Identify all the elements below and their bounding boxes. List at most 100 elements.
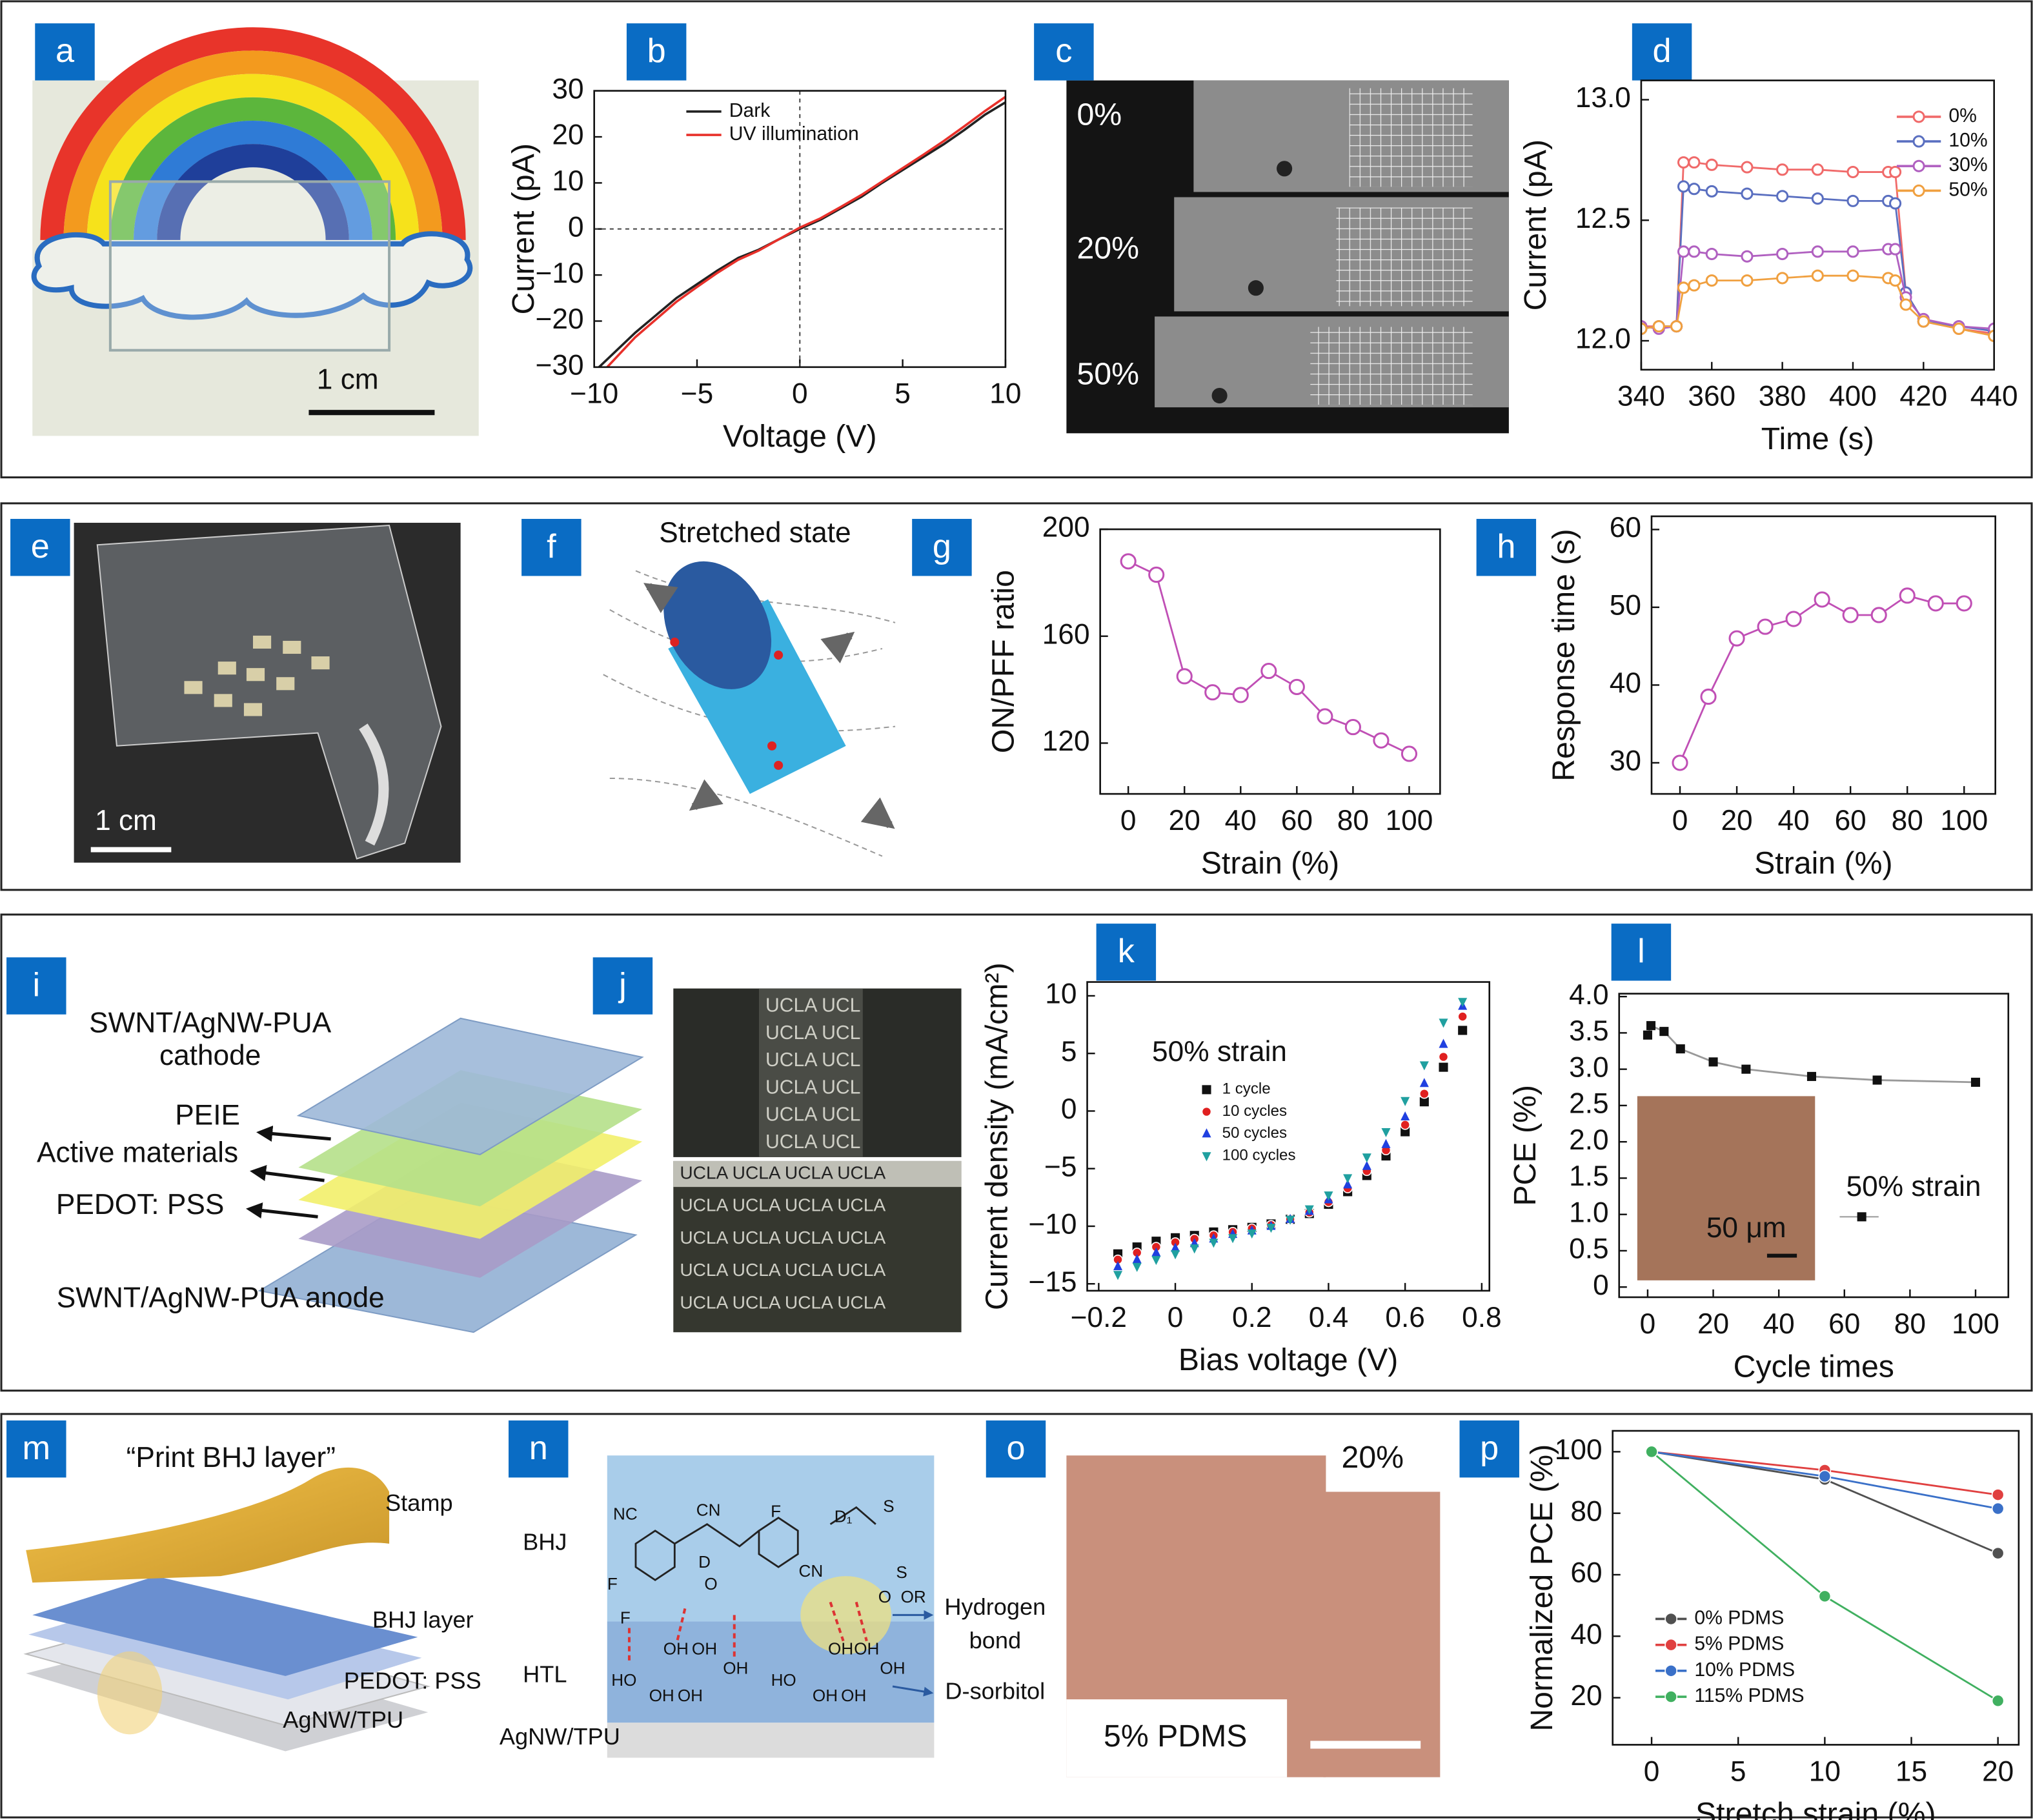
panel-label-box: [986, 1420, 1046, 1478]
photo-text: UCLA UCLA UCLA UCLA: [680, 1228, 885, 1248]
marker: [1202, 1085, 1211, 1095]
plot-frame: [593, 90, 1007, 369]
marker: [1814, 591, 1830, 608]
y-tick-label: 50: [1610, 590, 1641, 622]
x-tick-label: 100: [1386, 805, 1433, 836]
marker: [1120, 553, 1137, 570]
marker: [1288, 678, 1305, 695]
callout: D-sorbitol: [945, 1678, 1045, 1704]
marker: [1439, 1038, 1448, 1048]
scale-bar-label: 50 μm: [1706, 1212, 1786, 1244]
marker: [1811, 192, 1824, 205]
marker: [1818, 1470, 1832, 1483]
marker: [1785, 611, 1802, 627]
photo-text: UCLA UCLA UCLA UCLA: [680, 1292, 885, 1312]
marker: [1643, 1030, 1652, 1040]
x-tick-label: 20: [1721, 805, 1752, 836]
marker: [1151, 1256, 1161, 1266]
panel-label: j: [618, 966, 627, 1004]
layer-label: BHJ layer: [372, 1606, 474, 1633]
schematic-title: “Print BHJ layer”: [126, 1442, 336, 1473]
series-line: [1679, 594, 1965, 763]
legend-label: 1 cycle: [1222, 1080, 1271, 1098]
y-tick-label: −30: [536, 350, 584, 381]
plot-frame: [1612, 1430, 2020, 1746]
y-axis-label: PCE (%): [1508, 1085, 1542, 1206]
marker: [1818, 1590, 1832, 1603]
x-axis-label: Stretch strain (%): [1695, 1797, 1936, 1820]
marker: [1889, 243, 1902, 256]
y-axis-label: Current (pA): [506, 143, 541, 314]
panel-label: n: [529, 1430, 548, 1467]
x-tick-label: 0.8: [1462, 1302, 1501, 1333]
panel-label: a: [56, 32, 75, 70]
marker: [1776, 190, 1789, 203]
atom-label: OH: [813, 1686, 838, 1705]
marker: [1677, 281, 1690, 294]
y-tick-label: 40: [1570, 1619, 1602, 1650]
y-tick-label: 0.5: [1569, 1233, 1608, 1265]
y-tick-label: 20: [552, 119, 583, 151]
x-tick-label: 400: [1829, 381, 1877, 412]
atom-label: OH: [649, 1686, 674, 1705]
y-tick-label: −15: [1028, 1266, 1077, 1298]
panel-label-box: [35, 23, 95, 81]
marker: [1646, 1021, 1656, 1031]
marker: [1401, 1097, 1410, 1106]
y-tick-label: 80: [1570, 1495, 1602, 1527]
x-tick-label: 20: [1169, 805, 1200, 836]
x-tick-label: 100: [1952, 1308, 1999, 1340]
marker: [1705, 185, 1718, 197]
x-tick-label: −10: [570, 378, 618, 410]
marker: [1438, 1051, 1449, 1062]
panel-label-box: [592, 957, 653, 1015]
marker: [1846, 245, 1859, 258]
atom-label: O: [878, 1587, 891, 1606]
photo-text: UCLA UCLA UCLA UCLA: [680, 1195, 885, 1215]
layer-label: cathode: [159, 1040, 261, 1071]
marker: [1419, 1088, 1430, 1099]
panel-label-box: [1611, 924, 1672, 981]
marker: [1776, 272, 1789, 285]
x-axis-label: Voltage (V): [723, 419, 877, 454]
strain-label: 20%: [1077, 231, 1139, 266]
marker: [1652, 320, 1665, 333]
layer-label: AgNW/TPU: [283, 1706, 403, 1733]
panel-label-box: [1096, 924, 1157, 981]
photo-text: UCLA UCLA UCLA UCLA: [680, 1260, 885, 1280]
marker: [1171, 1242, 1180, 1252]
marker: [1113, 1261, 1123, 1271]
layer-label: AgNW/TPU: [500, 1723, 620, 1750]
marker: [1132, 1254, 1142, 1264]
panel-label: d: [1653, 32, 1672, 70]
marker: [1846, 269, 1859, 282]
x-tick-label: 80: [1892, 805, 1923, 836]
marker: [1688, 183, 1701, 196]
marker: [1400, 1120, 1410, 1130]
y-tick-label: 30: [1610, 745, 1641, 777]
layer-label: Stamp: [385, 1490, 453, 1516]
atom-label: NC: [613, 1504, 638, 1524]
marker: [1439, 1018, 1448, 1028]
marker: [1672, 754, 1688, 771]
marker: [1872, 1075, 1882, 1085]
x-axis-label: Cycle times: [1734, 1349, 1894, 1384]
y-tick-label: −20: [536, 303, 584, 335]
marker: [1912, 184, 1925, 197]
photo-a: 1 cm: [31, 27, 479, 436]
marker: [1991, 1694, 2005, 1708]
marker: [1811, 163, 1824, 176]
schematic-f: Stretched state: [603, 517, 896, 857]
y-tick-label: 200: [1042, 512, 1090, 543]
y-tick-label: 0: [1593, 1269, 1609, 1301]
marker: [1439, 1062, 1448, 1072]
plot-frame: [1086, 981, 1491, 1292]
marker: [1728, 630, 1745, 647]
marker: [1917, 315, 1930, 328]
x-axis-label: Time (s): [1761, 421, 1874, 456]
x-tick-label: 0: [1640, 1308, 1656, 1340]
layer-label: PEDOT: PSS: [56, 1189, 224, 1220]
callout: bond: [969, 1627, 1021, 1653]
marker: [1202, 1128, 1211, 1138]
